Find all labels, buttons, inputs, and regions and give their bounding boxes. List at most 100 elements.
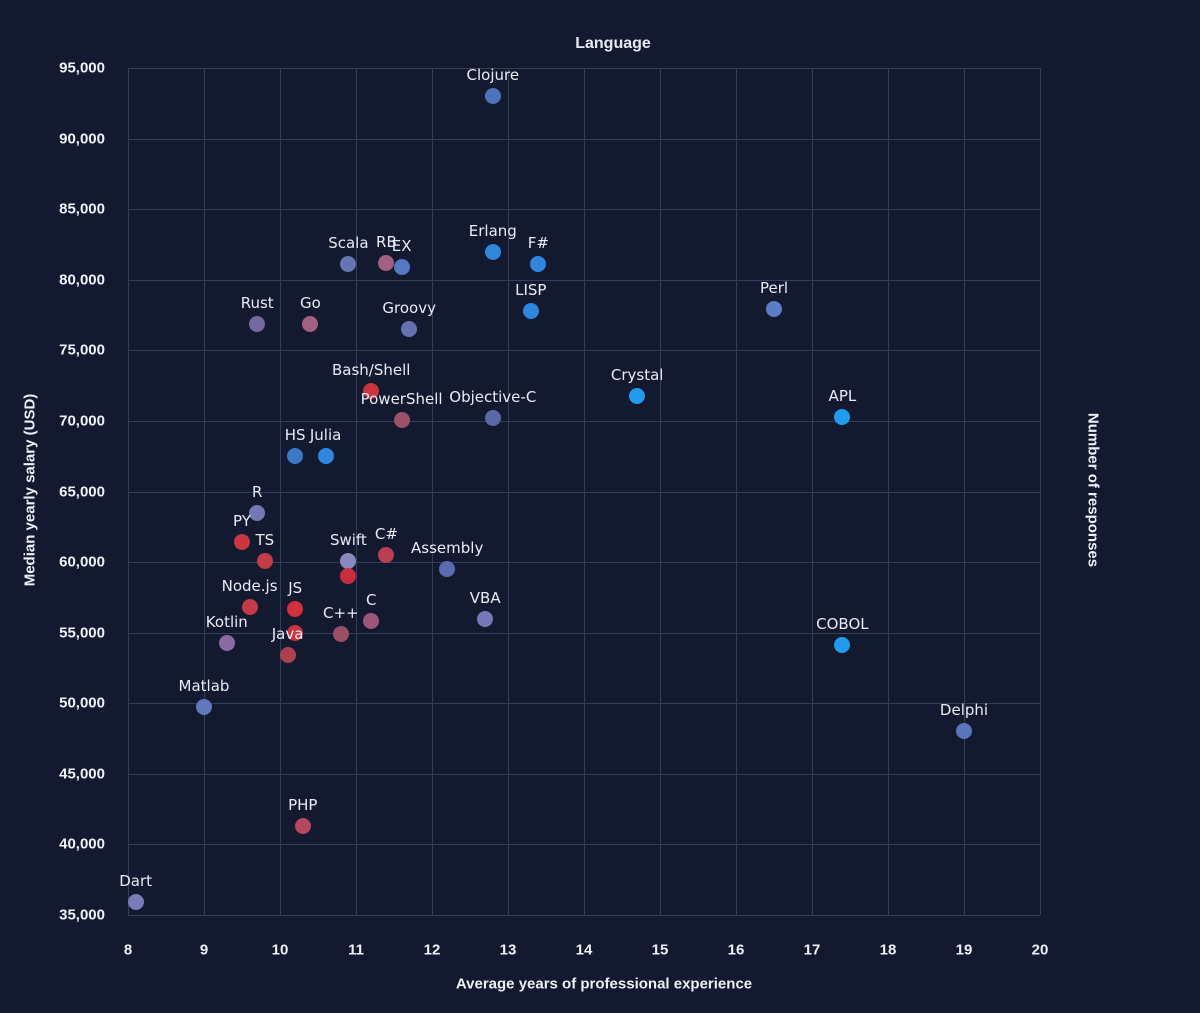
data-point-ex bbox=[393, 259, 410, 276]
data-point-go bbox=[302, 315, 319, 332]
y-tick-label: 55,000 bbox=[59, 624, 105, 642]
data-point-py bbox=[234, 534, 250, 551]
grid-line-horizontal bbox=[128, 350, 1040, 352]
y-tick-label: 95,000 bbox=[59, 59, 105, 77]
grid-line-horizontal bbox=[128, 279, 1040, 281]
data-point-assembly bbox=[439, 561, 456, 578]
data-point-apl bbox=[834, 408, 851, 425]
x-axis-title: Average years of professional experience bbox=[455, 975, 753, 993]
y-axis-title: Median yearly salary (USD) bbox=[21, 393, 39, 587]
data-point-label: Rust bbox=[240, 293, 274, 312]
data-point-bash-shell bbox=[363, 383, 380, 400]
data-point-label: Delphi bbox=[939, 701, 989, 720]
data-point-groovy bbox=[401, 321, 418, 338]
grid-line-vertical bbox=[1040, 68, 1041, 915]
x-tick-label: 11 bbox=[348, 941, 364, 959]
x-tick-label: 13 bbox=[499, 941, 517, 959]
y-tick-label: 90,000 bbox=[59, 130, 105, 148]
data-point-julia bbox=[317, 448, 334, 465]
data-point-f- bbox=[530, 256, 547, 273]
data-point-label: PowerShell bbox=[360, 389, 443, 408]
data-point-label: Node.js bbox=[221, 577, 278, 596]
data-point-label: EX bbox=[391, 237, 412, 256]
data-point-label: F# bbox=[527, 234, 549, 253]
x-tick-label: 12 bbox=[423, 941, 441, 959]
data-point-label: Matlab bbox=[178, 677, 230, 696]
grid-line-horizontal bbox=[128, 915, 1040, 916]
data-point-label: APL bbox=[828, 386, 857, 405]
x-tick-label: 18 bbox=[879, 941, 897, 959]
grid-line-horizontal bbox=[128, 491, 1040, 493]
data-point-c bbox=[363, 613, 380, 630]
data-point-label: Clojure bbox=[466, 66, 520, 85]
data-point-label: Julia bbox=[309, 426, 342, 445]
y-tick-label: 75,000 bbox=[59, 341, 105, 359]
data-point-rust bbox=[249, 315, 266, 332]
data-point-cobol bbox=[834, 637, 851, 654]
data-point-label: Kotlin bbox=[205, 612, 248, 631]
data-point-powershell bbox=[393, 411, 410, 428]
data-point-js bbox=[287, 600, 304, 617]
grid-line-horizontal bbox=[128, 138, 1040, 140]
grid-line-horizontal bbox=[128, 844, 1040, 846]
data-point-label: JS bbox=[288, 578, 303, 597]
data-point-label: Go bbox=[299, 293, 321, 312]
data-point-c- bbox=[378, 547, 395, 564]
x-tick-label: 15 bbox=[651, 941, 669, 959]
grid-line-horizontal bbox=[128, 68, 1040, 69]
y-tick-label: 60,000 bbox=[59, 553, 105, 571]
data-point-label: C bbox=[365, 591, 377, 610]
data-point-label: Bash/Shell bbox=[331, 361, 411, 380]
grid-line-horizontal bbox=[128, 773, 1040, 775]
data-point-ts bbox=[256, 552, 273, 569]
x-tick-label: 9 bbox=[199, 941, 209, 959]
y-tick-label: 70,000 bbox=[59, 412, 105, 430]
data-point-label: Dart bbox=[119, 872, 152, 891]
data-point-label: HS bbox=[284, 426, 306, 445]
x-tick-label: 14 bbox=[575, 941, 593, 959]
data-point-label: C++ bbox=[322, 604, 359, 623]
x-tick-label: 10 bbox=[271, 941, 289, 959]
grid-line-horizontal bbox=[128, 420, 1040, 422]
data-point-label: C# bbox=[374, 525, 398, 544]
data-point-rb bbox=[378, 254, 395, 271]
x-tick-label: 8 bbox=[123, 941, 133, 959]
data-point-perl bbox=[766, 301, 782, 318]
data-point-delphi bbox=[956, 723, 972, 740]
data-point-label: Erlang bbox=[468, 221, 517, 240]
data-point-swift bbox=[340, 552, 357, 569]
data-point-label: Objective-C bbox=[449, 388, 537, 407]
plot-area: Clojure Erlang F# Scala RB EX LISP Perl Rust Go Gr… bbox=[119, 66, 1041, 916]
y-tick-label: 65,000 bbox=[59, 483, 105, 500]
x-tick-label: 17 bbox=[803, 941, 821, 959]
data-point bbox=[340, 568, 357, 585]
data-point-lisp bbox=[522, 302, 539, 319]
y-tick-label: 80,000 bbox=[59, 271, 105, 289]
data-point-label: Swift bbox=[329, 530, 367, 549]
data-point-scala bbox=[340, 256, 357, 273]
data-point-php bbox=[294, 818, 311, 835]
data-point-label: COBOL bbox=[816, 615, 869, 634]
data-point-kotlin bbox=[218, 634, 235, 651]
data-point-clojure bbox=[484, 88, 501, 105]
y-tick-label: 85,000 bbox=[59, 200, 105, 218]
data-point-label: Groovy bbox=[382, 299, 436, 318]
data-point-label: Perl bbox=[759, 279, 789, 298]
data-point-label: LISP bbox=[515, 280, 547, 299]
data-point-crystal bbox=[629, 387, 646, 404]
data-point-label: TS bbox=[255, 530, 275, 549]
grid-line-horizontal bbox=[128, 632, 1040, 634]
y-tick-label: 35,000 bbox=[59, 906, 105, 924]
x-tick-label: 20 bbox=[1031, 941, 1049, 959]
data-point-label: Assembly bbox=[411, 539, 484, 558]
data-point-c- bbox=[332, 626, 349, 643]
y-tick-label: 50,000 bbox=[59, 694, 105, 712]
grid-layer bbox=[128, 68, 1041, 916]
data-point-label: PY bbox=[233, 512, 251, 531]
data-point-label: Crystal bbox=[610, 365, 664, 384]
data-point-dart bbox=[127, 894, 144, 911]
grid-line-horizontal bbox=[128, 703, 1040, 705]
chart-title: Language bbox=[575, 35, 651, 52]
data-point-erlang bbox=[484, 243, 501, 260]
